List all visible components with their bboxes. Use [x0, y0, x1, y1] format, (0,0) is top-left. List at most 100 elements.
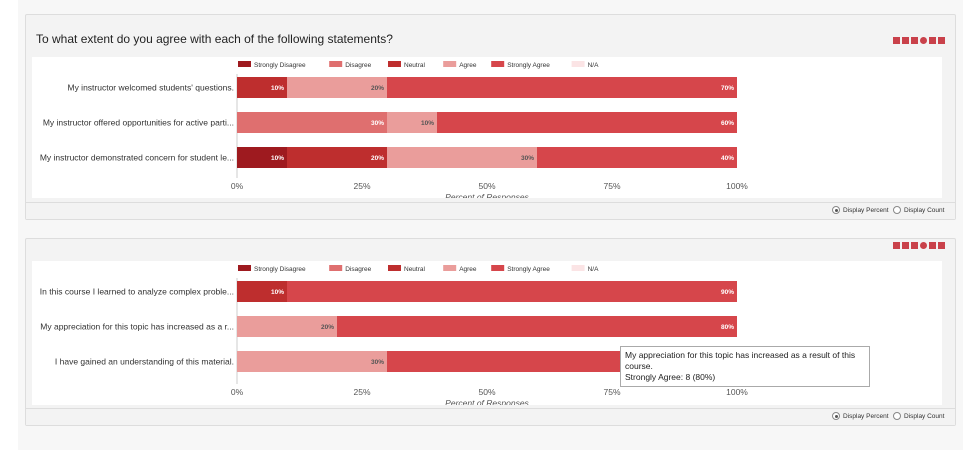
- bar-segment: [387, 77, 737, 98]
- tooltip-title: My appreciation for this topic has incre…: [625, 350, 856, 371]
- pie-chart-icon[interactable]: [920, 37, 927, 44]
- legend-item: Strongly Disagree: [238, 265, 306, 273]
- stacked-bar-icon[interactable]: [893, 37, 900, 44]
- legend-label: Disagree: [345, 266, 371, 273]
- legend-label: Strongly Agree: [507, 266, 550, 273]
- table-icon[interactable]: [938, 37, 945, 44]
- x-tick-label: 25%: [353, 181, 370, 191]
- legend-swatch: [329, 61, 343, 67]
- data-label: 10%: [271, 155, 284, 162]
- data-label: 90%: [721, 289, 734, 296]
- display-count-option[interactable]: Display Count: [893, 206, 944, 214]
- x-tick-label: 100%: [726, 181, 748, 191]
- legend-swatch: [443, 61, 457, 67]
- legend-label: Strongly Agree: [507, 62, 550, 69]
- bar-segment: [237, 147, 287, 168]
- bar-segment: [537, 147, 737, 168]
- chart-area: Strongly Disagree Disagree Neutral Agree Str…: [32, 57, 942, 202]
- display-options: Display Percent Display Count: [26, 408, 955, 425]
- radio-unselected-icon[interactable]: [893, 412, 901, 420]
- chart-type-toolbar: [893, 37, 945, 44]
- data-label: 10%: [271, 289, 284, 296]
- legend-label: Agree: [459, 266, 477, 273]
- bar-segment: [387, 147, 537, 168]
- legend-label: N/A: [588, 266, 600, 273]
- data-label: 0%: [743, 120, 753, 127]
- chart-tooltip: My appreciation for this topic has incre…: [620, 346, 870, 387]
- stacked-bar-icon[interactable]: [902, 37, 909, 44]
- legend-label: Neutral: [404, 266, 426, 273]
- legend-label: Neutral: [404, 62, 426, 69]
- bar-segment: [387, 112, 437, 133]
- data-label: 30%: [521, 155, 534, 162]
- data-label: 20%: [371, 85, 384, 92]
- legend-item: N/A: [571, 265, 600, 273]
- category-label: My instructor offered opportunities for …: [43, 118, 234, 128]
- bar-chart-icon[interactable]: [929, 37, 936, 44]
- display-percent-option[interactable]: Display Percent: [832, 412, 889, 420]
- table-icon[interactable]: [938, 242, 945, 249]
- legend-item: Strongly Agree: [491, 265, 550, 273]
- display-percent-label: Display Percent: [843, 412, 889, 420]
- stacked-bar-icon[interactable]: [911, 242, 918, 249]
- legend-item: Strongly Agree: [491, 61, 550, 69]
- bar-segment: [337, 316, 737, 337]
- category-label: I have gained an understanding of this m…: [55, 357, 234, 367]
- display-count-label: Display Count: [904, 412, 945, 420]
- pie-chart-icon[interactable]: [920, 242, 927, 249]
- data-label: 30%: [371, 359, 384, 366]
- question-panel-1: To what extent do you agree with each of…: [25, 14, 956, 220]
- data-label: 30%: [371, 120, 384, 127]
- x-tick-label: 50%: [478, 181, 495, 191]
- question-panel-2: Strongly Disagree Disagree Neutral Agree Str…: [25, 238, 956, 426]
- data-label: 40%: [721, 155, 734, 162]
- legend-item: Disagree: [329, 265, 372, 273]
- legend-label: Disagree: [345, 62, 371, 69]
- legend-swatch: [443, 265, 457, 271]
- bar-segment: [237, 351, 387, 372]
- display-percent-option[interactable]: Display Percent: [832, 206, 889, 214]
- radio-unselected-icon[interactable]: [893, 206, 901, 214]
- legend-item: Disagree: [329, 61, 372, 69]
- x-axis-title: Percent of Responses: [445, 398, 529, 405]
- data-label: 10%: [421, 120, 434, 127]
- tooltip-value: Strongly Agree: 8 (80%): [625, 372, 716, 382]
- radio-selected-icon[interactable]: [832, 206, 840, 214]
- x-tick-label: 100%: [726, 387, 748, 397]
- bar-segment: [287, 281, 737, 302]
- radio-selected-icon[interactable]: [832, 412, 840, 420]
- x-tick-label: 25%: [353, 387, 370, 397]
- legend-swatch: [388, 61, 401, 67]
- data-label: 60%: [721, 120, 734, 127]
- category-label: My instructor demonstrated concern for s…: [40, 153, 234, 163]
- display-percent-label: Display Percent: [843, 206, 889, 214]
- question-title: To what extent do you agree with each of…: [36, 32, 393, 46]
- data-label: 70%: [721, 85, 734, 92]
- display-count-option[interactable]: Display Count: [893, 412, 944, 420]
- bar-segment: [287, 77, 387, 98]
- bar-segment: [237, 77, 287, 98]
- legend-swatch: [329, 265, 343, 271]
- data-label: 0%: [743, 289, 753, 296]
- legend-label: Agree: [459, 62, 477, 69]
- legend-label: Strongly Disagree: [254, 62, 306, 69]
- bar-segment: [287, 147, 387, 168]
- bar-chart-icon[interactable]: [929, 242, 936, 249]
- legend-item: N/A: [571, 61, 599, 69]
- category-label: My instructor welcomed students' questio…: [67, 83, 234, 93]
- data-label: 20%: [371, 155, 384, 162]
- legend-item: Agree: [443, 61, 477, 69]
- data-label: 20%: [321, 324, 334, 331]
- stacked-bar-icon[interactable]: [902, 242, 909, 249]
- legend-item: Agree: [443, 265, 477, 273]
- bar-segment: [237, 316, 337, 337]
- legend-swatch: [238, 61, 251, 67]
- legend-swatch: [571, 61, 585, 67]
- stacked-bar-icon[interactable]: [911, 37, 918, 44]
- legend-swatch: [491, 61, 505, 67]
- x-tick-label: 50%: [478, 387, 495, 397]
- bar-segment: [237, 281, 287, 302]
- stacked-bar-icon[interactable]: [893, 242, 900, 249]
- bar-segment: [237, 112, 387, 133]
- legend-item: Neutral: [388, 265, 426, 273]
